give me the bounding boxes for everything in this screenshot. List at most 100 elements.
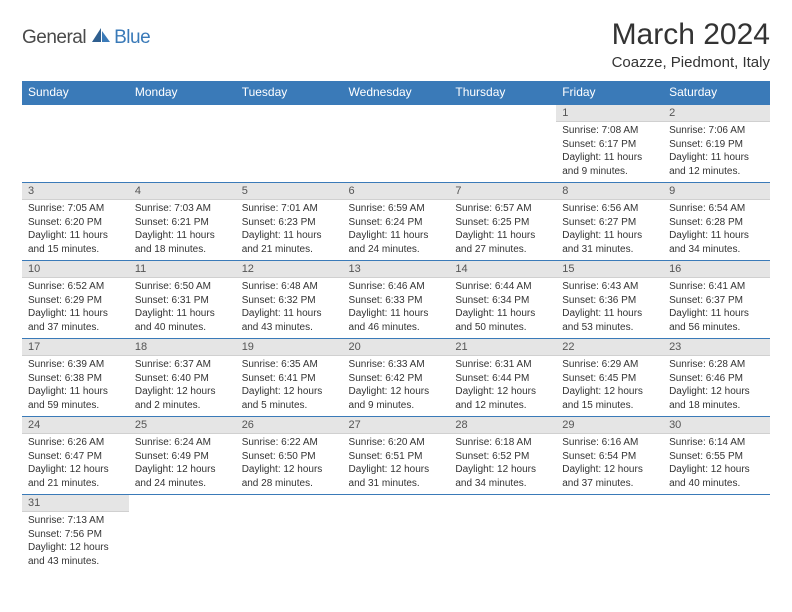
sunset-text: Sunset: 6:42 PM <box>349 372 444 386</box>
daylight-text: Daylight: 12 hours and 43 minutes. <box>28 541 123 568</box>
day-content: Sunrise: 6:35 AMSunset: 6:41 PMDaylight:… <box>236 356 343 416</box>
calendar-cell: 18Sunrise: 6:37 AMSunset: 6:40 PMDayligh… <box>129 339 236 417</box>
sunrise-text: Sunrise: 7:06 AM <box>669 124 764 138</box>
calendar-cell: 14Sunrise: 6:44 AMSunset: 6:34 PMDayligh… <box>449 261 556 339</box>
calendar-row: 17Sunrise: 6:39 AMSunset: 6:38 PMDayligh… <box>22 339 770 417</box>
sunrise-text: Sunrise: 6:56 AM <box>562 202 657 216</box>
sunrise-text: Sunrise: 6:20 AM <box>349 436 444 450</box>
day-content: Sunrise: 6:20 AMSunset: 6:51 PMDaylight:… <box>343 434 450 494</box>
weekday-header: Friday <box>556 81 663 104</box>
day-number: 19 <box>236 339 343 356</box>
calendar-cell: 31Sunrise: 7:13 AMSunset: 7:56 PMDayligh… <box>22 495 129 573</box>
calendar-cell-empty <box>663 495 770 573</box>
sunrise-text: Sunrise: 7:01 AM <box>242 202 337 216</box>
sunset-text: Sunset: 6:27 PM <box>562 216 657 230</box>
day-number: 1 <box>556 105 663 122</box>
calendar-cell: 5Sunrise: 7:01 AMSunset: 6:23 PMDaylight… <box>236 183 343 261</box>
day-content: Sunrise: 6:31 AMSunset: 6:44 PMDaylight:… <box>449 356 556 416</box>
brand-part2: Blue <box>114 27 150 49</box>
calendar-table: SundayMondayTuesdayWednesdayThursdayFrid… <box>22 81 770 573</box>
sunrise-text: Sunrise: 6:35 AM <box>242 358 337 372</box>
weekday-header: Saturday <box>663 81 770 104</box>
page-title: March 2024 <box>612 18 770 52</box>
daylight-text: Daylight: 11 hours and 27 minutes. <box>455 229 550 256</box>
calendar-row: 24Sunrise: 6:26 AMSunset: 6:47 PMDayligh… <box>22 417 770 495</box>
day-content: Sunrise: 7:08 AMSunset: 6:17 PMDaylight:… <box>556 122 663 182</box>
day-content: Sunrise: 6:37 AMSunset: 6:40 PMDaylight:… <box>129 356 236 416</box>
calendar-cell-empty <box>22 104 129 183</box>
sunrise-text: Sunrise: 7:03 AM <box>135 202 230 216</box>
sunrise-text: Sunrise: 6:57 AM <box>455 202 550 216</box>
calendar-cell: 12Sunrise: 6:48 AMSunset: 6:32 PMDayligh… <box>236 261 343 339</box>
sunset-text: Sunset: 6:33 PM <box>349 294 444 308</box>
sunrise-text: Sunrise: 6:18 AM <box>455 436 550 450</box>
day-content: Sunrise: 6:14 AMSunset: 6:55 PMDaylight:… <box>663 434 770 494</box>
calendar-cell: 17Sunrise: 6:39 AMSunset: 6:38 PMDayligh… <box>22 339 129 417</box>
calendar-cell: 8Sunrise: 6:56 AMSunset: 6:27 PMDaylight… <box>556 183 663 261</box>
calendar-cell: 16Sunrise: 6:41 AMSunset: 6:37 PMDayligh… <box>663 261 770 339</box>
sunset-text: Sunset: 6:52 PM <box>455 450 550 464</box>
day-content: Sunrise: 6:18 AMSunset: 6:52 PMDaylight:… <box>449 434 556 494</box>
calendar-cell-empty <box>449 104 556 183</box>
sunset-text: Sunset: 6:44 PM <box>455 372 550 386</box>
day-content: Sunrise: 7:03 AMSunset: 6:21 PMDaylight:… <box>129 200 236 260</box>
sunrise-text: Sunrise: 6:28 AM <box>669 358 764 372</box>
daylight-text: Daylight: 11 hours and 59 minutes. <box>28 385 123 412</box>
sunrise-text: Sunrise: 6:59 AM <box>349 202 444 216</box>
daylight-text: Daylight: 12 hours and 24 minutes. <box>135 463 230 490</box>
day-number: 30 <box>663 417 770 434</box>
calendar-cell-empty <box>343 104 450 183</box>
sunrise-text: Sunrise: 7:13 AM <box>28 514 123 528</box>
sunrise-text: Sunrise: 6:43 AM <box>562 280 657 294</box>
daylight-text: Daylight: 12 hours and 9 minutes. <box>349 385 444 412</box>
sunset-text: Sunset: 6:47 PM <box>28 450 123 464</box>
sail-icon <box>90 26 112 49</box>
day-number: 4 <box>129 183 236 200</box>
day-content: Sunrise: 6:39 AMSunset: 6:38 PMDaylight:… <box>22 356 129 416</box>
sunset-text: Sunset: 6:51 PM <box>349 450 444 464</box>
sunrise-text: Sunrise: 6:52 AM <box>28 280 123 294</box>
sunset-text: Sunset: 6:28 PM <box>669 216 764 230</box>
day-content: Sunrise: 6:28 AMSunset: 6:46 PMDaylight:… <box>663 356 770 416</box>
sunset-text: Sunset: 6:19 PM <box>669 138 764 152</box>
day-number: 25 <box>129 417 236 434</box>
day-content: Sunrise: 6:50 AMSunset: 6:31 PMDaylight:… <box>129 278 236 338</box>
day-content: Sunrise: 6:57 AMSunset: 6:25 PMDaylight:… <box>449 200 556 260</box>
sunset-text: Sunset: 6:38 PM <box>28 372 123 386</box>
calendar-cell: 9Sunrise: 6:54 AMSunset: 6:28 PMDaylight… <box>663 183 770 261</box>
day-number: 9 <box>663 183 770 200</box>
sunrise-text: Sunrise: 6:46 AM <box>349 280 444 294</box>
day-content: Sunrise: 6:44 AMSunset: 6:34 PMDaylight:… <box>449 278 556 338</box>
daylight-text: Daylight: 12 hours and 2 minutes. <box>135 385 230 412</box>
day-number: 18 <box>129 339 236 356</box>
calendar-cell: 10Sunrise: 6:52 AMSunset: 6:29 PMDayligh… <box>22 261 129 339</box>
daylight-text: Daylight: 11 hours and 40 minutes. <box>135 307 230 334</box>
day-number: 29 <box>556 417 663 434</box>
sunset-text: Sunset: 6:49 PM <box>135 450 230 464</box>
weekday-header: Tuesday <box>236 81 343 104</box>
sunset-text: Sunset: 6:24 PM <box>349 216 444 230</box>
daylight-text: Daylight: 12 hours and 37 minutes. <box>562 463 657 490</box>
calendar-cell: 2Sunrise: 7:06 AMSunset: 6:19 PMDaylight… <box>663 104 770 183</box>
day-content: Sunrise: 6:43 AMSunset: 6:36 PMDaylight:… <box>556 278 663 338</box>
calendar-cell: 26Sunrise: 6:22 AMSunset: 6:50 PMDayligh… <box>236 417 343 495</box>
day-number: 20 <box>343 339 450 356</box>
weekday-header: Thursday <box>449 81 556 104</box>
day-number: 2 <box>663 105 770 122</box>
location-text: Coazze, Piedmont, Italy <box>612 54 770 71</box>
sunrise-text: Sunrise: 6:33 AM <box>349 358 444 372</box>
day-content: Sunrise: 6:24 AMSunset: 6:49 PMDaylight:… <box>129 434 236 494</box>
sunrise-text: Sunrise: 7:05 AM <box>28 202 123 216</box>
day-content: Sunrise: 7:06 AMSunset: 6:19 PMDaylight:… <box>663 122 770 182</box>
day-number: 5 <box>236 183 343 200</box>
sunset-text: Sunset: 6:54 PM <box>562 450 657 464</box>
weekday-header-row: SundayMondayTuesdayWednesdayThursdayFrid… <box>22 81 770 104</box>
day-number: 15 <box>556 261 663 278</box>
sunrise-text: Sunrise: 6:48 AM <box>242 280 337 294</box>
calendar-row: 31Sunrise: 7:13 AMSunset: 7:56 PMDayligh… <box>22 495 770 573</box>
calendar-cell: 15Sunrise: 6:43 AMSunset: 6:36 PMDayligh… <box>556 261 663 339</box>
calendar-row: 3Sunrise: 7:05 AMSunset: 6:20 PMDaylight… <box>22 183 770 261</box>
day-number: 24 <box>22 417 129 434</box>
day-number: 17 <box>22 339 129 356</box>
day-number: 22 <box>556 339 663 356</box>
